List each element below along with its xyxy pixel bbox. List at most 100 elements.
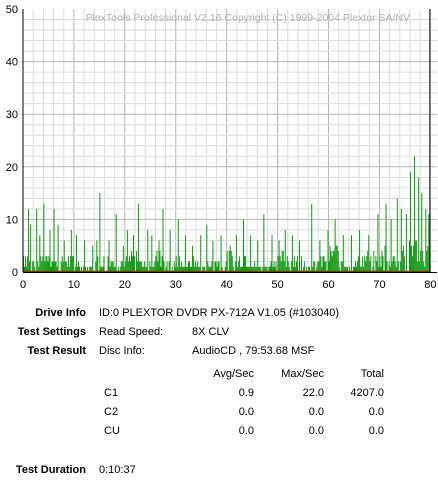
c1-bar [139, 261, 141, 272]
c1-bar [375, 256, 377, 272]
c1-bar [115, 214, 117, 272]
c1-bar [132, 235, 134, 272]
c1-bar [224, 266, 226, 272]
c1-bar [364, 256, 366, 272]
c1-bar [416, 240, 418, 272]
c1-bar [230, 250, 232, 272]
c1-bar [413, 245, 415, 272]
c1-bar [395, 266, 397, 272]
c1-bar [144, 261, 146, 272]
c1-bar [281, 250, 283, 272]
c1-bar [411, 245, 413, 272]
c1-bar [283, 261, 285, 272]
c1-bars [23, 156, 431, 273]
c1-bar [279, 256, 281, 272]
row-cu-total: 0.0 [368, 425, 384, 437]
c1-bar [341, 261, 343, 272]
c1-bar [216, 266, 218, 272]
c1-bar [137, 261, 139, 272]
c1-bar [99, 193, 101, 272]
c1-bar [238, 256, 240, 272]
c1-bar [146, 266, 148, 272]
c1-bar [186, 266, 188, 272]
c1-bar [303, 266, 305, 272]
c1-bar [203, 266, 205, 272]
c1-bar [246, 266, 248, 272]
c1-bar [313, 261, 315, 272]
c1-bar [425, 208, 427, 272]
c1-bar [114, 266, 116, 272]
c1-bar [273, 261, 275, 272]
c1-bar [342, 235, 344, 272]
c1-bar [101, 266, 103, 272]
c1-bar [64, 261, 66, 272]
c1-bar [251, 266, 253, 272]
c1-bar [296, 256, 298, 272]
c1-bar [111, 261, 113, 272]
c1-bar [320, 256, 322, 272]
c1-bar [96, 240, 98, 272]
c1-bar [421, 193, 423, 272]
c1-bar [136, 250, 138, 272]
x-tick-label: 10 [68, 279, 80, 291]
c1-bar [220, 235, 222, 272]
c1-bar [55, 261, 57, 272]
c1-bar [247, 266, 249, 272]
c1-bar [356, 266, 358, 272]
c1-bar [367, 250, 369, 272]
c1-bar [130, 250, 132, 272]
c1-bar [314, 261, 316, 272]
c1-bar [207, 261, 209, 272]
c1-bar [304, 261, 306, 272]
c1-bar [128, 256, 130, 272]
c1-bar [306, 266, 308, 272]
c1-bar [72, 256, 74, 272]
c1-bar [262, 266, 264, 272]
c1-bar [259, 266, 261, 272]
c1-bar [426, 250, 428, 272]
c1-bar [173, 261, 175, 272]
x-tick-label: 60 [322, 279, 334, 291]
c1-bar [235, 235, 237, 272]
c1-bar [389, 266, 391, 272]
c1-bar [156, 250, 158, 272]
c1-bar [271, 235, 273, 272]
chart-axes [22, 9, 437, 273]
c1-bar [323, 256, 325, 272]
c1-bar [149, 261, 151, 272]
c1-bar [166, 261, 168, 272]
c1-bar [28, 208, 30, 272]
row-c1-max: 22.0 [302, 387, 324, 399]
c1-bar [66, 266, 68, 272]
c1-bar [54, 261, 56, 272]
c1-bar [158, 240, 160, 272]
plot-background [23, 9, 437, 272]
c1-bar [191, 266, 193, 272]
c1-bar [294, 266, 296, 272]
c1-bar [154, 261, 156, 272]
c1-bar [108, 240, 110, 272]
y-tick-label: 40 [6, 57, 18, 69]
c1-bar [45, 256, 47, 272]
c1-bar [147, 229, 149, 272]
y-tick-label: 10 [6, 214, 18, 226]
c1-bar [231, 256, 233, 272]
c1-bar [200, 235, 202, 272]
c1-bar [74, 266, 76, 272]
c1-bar [57, 224, 59, 272]
c1-bar [162, 208, 164, 272]
c1-bar [182, 266, 184, 272]
c1-bar [394, 261, 396, 272]
c1-bar [122, 245, 124, 272]
test-duration-value: 0:10:37 [99, 464, 136, 476]
c1-bar [241, 266, 243, 272]
c1-bar [322, 256, 324, 272]
disc-info-value: AudioCD , 79:53.68 MSF [192, 345, 315, 357]
c1-bar [187, 261, 189, 272]
c1-bar [295, 261, 297, 272]
x-tick-label: 80 [424, 279, 436, 291]
c1-bar [382, 256, 384, 272]
row-c2-name: C2 [104, 406, 119, 418]
c1-bar [75, 235, 77, 272]
c1-bar [312, 266, 314, 272]
